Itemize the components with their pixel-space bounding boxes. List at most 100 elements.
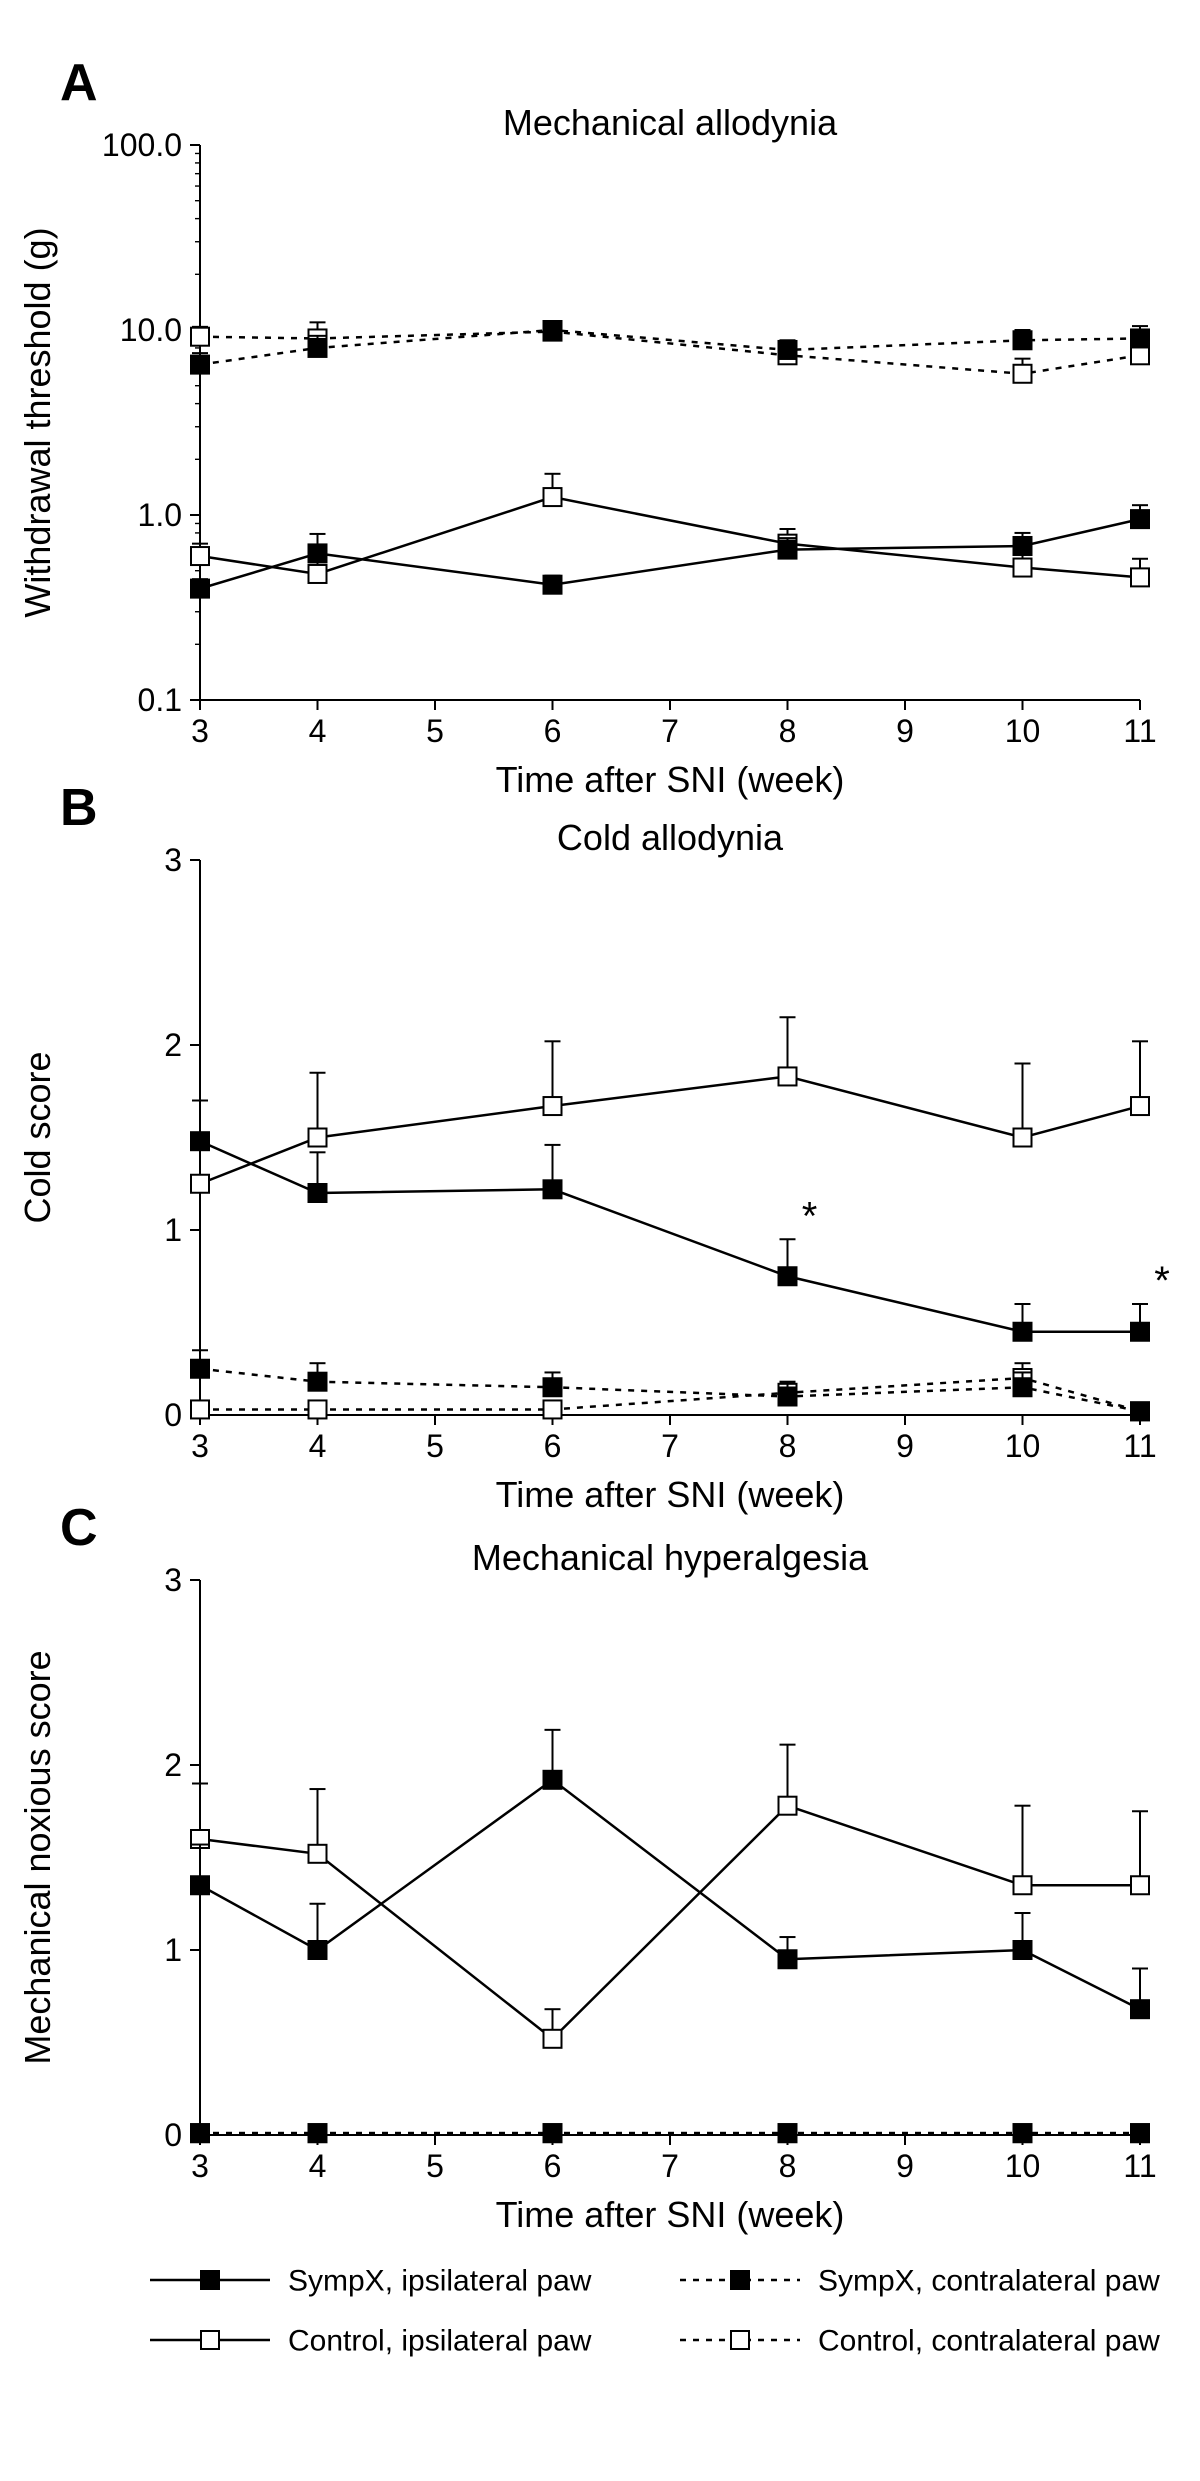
data-marker <box>544 576 562 594</box>
data-marker <box>1131 329 1149 347</box>
x-tick-label: 10 <box>1005 2148 1041 2184</box>
y-tick-label: 3 <box>164 1562 182 1598</box>
x-tick-label: 6 <box>544 713 562 749</box>
data-marker <box>309 2124 327 2142</box>
data-marker <box>1131 1402 1149 1420</box>
y-tick-label: 1 <box>164 1932 182 1968</box>
data-marker <box>1131 1323 1149 1341</box>
data-marker <box>1014 1941 1032 1959</box>
data-marker <box>309 1941 327 1959</box>
data-marker <box>779 1267 797 1285</box>
data-marker <box>309 544 327 562</box>
data-marker <box>1014 1129 1032 1147</box>
x-tick-label: 3 <box>191 2148 209 2184</box>
legend-label: SympX, ipsilateral paw <box>288 2265 592 2298</box>
y-tick-label: 2 <box>164 1027 182 1063</box>
data-marker <box>779 341 797 359</box>
data-marker <box>1131 346 1149 364</box>
data-marker <box>191 580 209 598</box>
data-marker <box>309 1129 327 1147</box>
panel-letter: C <box>60 1499 98 1557</box>
panel-letter: B <box>60 779 98 837</box>
data-marker <box>544 1097 562 1115</box>
x-axis-label: Time after SNI (week) <box>496 1474 845 1515</box>
data-marker <box>1014 537 1032 555</box>
data-marker <box>1131 1097 1149 1115</box>
data-marker <box>1131 568 1149 586</box>
x-tick-label: 5 <box>426 2148 444 2184</box>
y-tick-label: 0 <box>164 1397 182 1433</box>
data-marker <box>779 1950 797 1968</box>
data-marker <box>779 541 797 559</box>
data-marker <box>309 1845 327 1863</box>
y-tick-label: 0.1 <box>138 682 182 718</box>
data-marker <box>309 339 327 357</box>
panel-title: Cold allodynia <box>557 817 784 858</box>
data-marker <box>544 1400 562 1418</box>
panel-title: Mechanical allodynia <box>503 102 838 143</box>
data-marker <box>1014 1323 1032 1341</box>
x-tick-label: 5 <box>426 1428 444 1464</box>
x-tick-label: 9 <box>896 2148 914 2184</box>
y-tick-label: 1.0 <box>138 497 182 533</box>
panel-title: Mechanical hyperalgesia <box>472 1537 869 1578</box>
x-tick-label: 11 <box>1123 1428 1156 1464</box>
legend-label: Control, contralateral paw <box>818 2325 1160 2358</box>
data-marker <box>1014 1876 1032 1894</box>
y-tick-label: 10.0 <box>120 312 182 348</box>
data-marker <box>544 2124 562 2142</box>
data-marker <box>1131 2124 1149 2142</box>
data-marker <box>544 2030 562 2048</box>
data-marker <box>1014 331 1032 349</box>
y-axis-label: Mechanical noxious score <box>17 1650 58 2064</box>
x-tick-label: 4 <box>309 1428 327 1464</box>
data-marker <box>309 1400 327 1418</box>
x-tick-label: 8 <box>779 2148 797 2184</box>
data-marker <box>779 2124 797 2142</box>
y-tick-label: 100.0 <box>102 127 182 163</box>
figure-svg: AMechanical allodynia34567891011Time aft… <box>0 0 1200 2481</box>
data-marker <box>1014 2124 1032 2142</box>
significance-marker: * <box>1154 1259 1170 1303</box>
data-marker <box>191 2124 209 2142</box>
x-tick-label: 3 <box>191 1428 209 1464</box>
x-axis-label: Time after SNI (week) <box>496 759 845 800</box>
data-marker <box>309 1373 327 1391</box>
data-marker <box>191 1400 209 1418</box>
y-axis-label: Withdrawal threshold (g) <box>17 227 58 617</box>
x-tick-label: 7 <box>661 1428 679 1464</box>
x-tick-label: 9 <box>896 1428 914 1464</box>
legend-marker <box>731 2271 749 2289</box>
data-marker <box>779 1797 797 1815</box>
data-marker <box>1014 365 1032 383</box>
y-tick-label: 2 <box>164 1747 182 1783</box>
y-tick-label: 0 <box>164 2117 182 2153</box>
y-tick-label: 1 <box>164 1212 182 1248</box>
legend-label: SympX, contralateral paw <box>818 2265 1160 2298</box>
x-tick-label: 4 <box>309 2148 327 2184</box>
x-tick-label: 3 <box>191 713 209 749</box>
significance-marker: * <box>802 1194 818 1238</box>
data-marker <box>1131 510 1149 528</box>
legend-marker <box>731 2331 749 2349</box>
data-marker <box>191 547 209 565</box>
x-tick-label: 10 <box>1005 1428 1041 1464</box>
x-tick-label: 9 <box>896 713 914 749</box>
legend-label: Control, ipsilateral paw <box>288 2325 592 2358</box>
data-marker <box>191 328 209 346</box>
data-marker <box>544 1378 562 1396</box>
x-tick-label: 7 <box>661 2148 679 2184</box>
data-marker <box>779 1067 797 1085</box>
data-marker <box>309 1184 327 1202</box>
data-marker <box>191 1360 209 1378</box>
x-tick-label: 6 <box>544 2148 562 2184</box>
x-tick-label: 8 <box>779 713 797 749</box>
legend-marker <box>201 2271 219 2289</box>
data-marker <box>1131 2000 1149 2018</box>
x-tick-label: 11 <box>1123 2148 1156 2184</box>
x-tick-label: 8 <box>779 1428 797 1464</box>
x-tick-label: 6 <box>544 1428 562 1464</box>
data-marker <box>191 1175 209 1193</box>
legend-marker <box>201 2331 219 2349</box>
x-tick-label: 7 <box>661 713 679 749</box>
